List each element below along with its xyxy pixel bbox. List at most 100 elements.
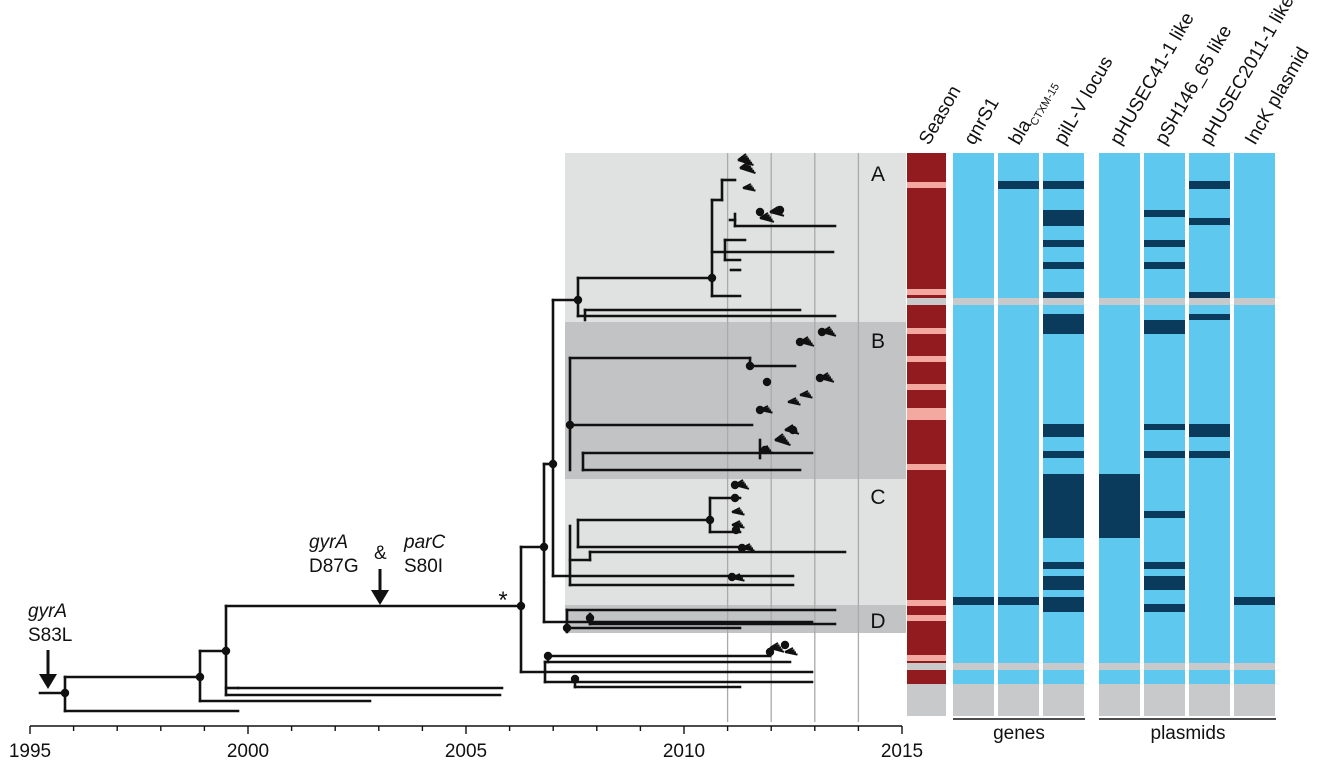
- tip-fan-16-3: [731, 524, 745, 529]
- psh146-present-4: [1144, 424, 1185, 430]
- season-light-5: [907, 408, 946, 414]
- tree-node-3: [516, 601, 526, 611]
- phusec2011-column: [1189, 153, 1230, 684]
- tip-fan-2-3: [742, 187, 756, 192]
- gyrA-s83l-mutation: S83L: [28, 625, 72, 646]
- tree-node-21: [817, 327, 827, 337]
- tip-fan-8-3: [799, 394, 813, 399]
- tip-fan-12-5: [774, 439, 791, 446]
- tree-node-12: [543, 651, 553, 661]
- season-light-2: [907, 328, 946, 334]
- tree-node-10: [585, 613, 595, 623]
- tip-fan-15-3: [731, 511, 745, 516]
- tree-node-27: [731, 525, 741, 535]
- pill-v-present-10: [1043, 576, 1084, 590]
- tick-label-1995: 1995: [9, 741, 51, 762]
- band-1-qnrs1: [953, 663, 994, 670]
- phusec41-missing: [1099, 684, 1140, 716]
- pill-v-present-2: [1043, 240, 1084, 247]
- qnrs1-missing: [953, 684, 994, 716]
- tree-node-17: [755, 405, 765, 415]
- season-light-9: [907, 615, 946, 621]
- bla-header-sub: CTXM-15: [1028, 81, 1062, 128]
- phusec41-column: [1099, 153, 1140, 684]
- psh146-present-6: [1144, 511, 1185, 518]
- season-light-10: [907, 655, 946, 661]
- tip-fan-3-4: [769, 211, 785, 217]
- gyrA-s83l-arrow-head: [39, 674, 57, 689]
- band-1-inck: [1234, 663, 1275, 670]
- pill-v-present-5: [1043, 314, 1084, 334]
- band-1-phusec2011: [1189, 663, 1230, 670]
- tip-fan-4-4: [759, 217, 775, 223]
- inck-missing: [1234, 684, 1275, 716]
- tree-node-13: [705, 515, 715, 525]
- phusec2011-missing: [1189, 684, 1230, 716]
- plasmids-label: plasmids: [1151, 723, 1226, 744]
- gyrA-d87g-mutation: D87G: [309, 556, 359, 577]
- season-light-6: [907, 414, 946, 420]
- band-0-phusec2011: [1189, 298, 1230, 305]
- season-missing: [907, 684, 946, 716]
- band-0-phusec41: [1099, 298, 1140, 305]
- tree-node-19: [745, 361, 755, 371]
- tip-fan-10-3: [787, 401, 801, 406]
- pill-v-present-3: [1043, 262, 1084, 269]
- phusec41-present-0: [1099, 474, 1140, 538]
- tick-label-2010: 2010: [663, 741, 705, 762]
- phusec2011-present-3: [1189, 314, 1230, 320]
- phusec2011-present-0: [1189, 181, 1230, 189]
- parC-s80i-gene: parC: [403, 532, 445, 553]
- bla-ctxm15-column: [998, 153, 1039, 684]
- gyrA-s83l-gene: gyrA: [28, 601, 67, 622]
- band-0-season: [907, 298, 946, 305]
- ampersand: &: [374, 543, 387, 564]
- tip-fan-20-3: [784, 651, 798, 656]
- band-1-pill-v: [1043, 663, 1084, 670]
- pill-v-present-4: [1043, 292, 1084, 299]
- pill-v-present-8: [1043, 474, 1084, 538]
- qnrs1-header: qnrS1: [960, 94, 1004, 148]
- tree-node-26: [730, 493, 740, 503]
- qnrs1-column: [953, 153, 994, 684]
- tick-label-2015: 2015: [881, 741, 923, 762]
- pill-v-present-1: [1043, 210, 1084, 226]
- clade-label-c: C: [870, 486, 885, 509]
- tree-node-8: [565, 420, 575, 430]
- clade-b-background: [565, 322, 906, 479]
- tree-node-25: [730, 480, 740, 490]
- tree-node-23: [760, 445, 770, 455]
- band-0-inck: [1234, 298, 1275, 305]
- tree-node-22: [815, 373, 825, 383]
- clade-label-d: D: [870, 610, 885, 633]
- psh146-missing: [1144, 684, 1185, 716]
- pill-v-present-7: [1043, 451, 1084, 458]
- tree-node-11: [570, 674, 580, 684]
- psh146-present-7: [1144, 562, 1185, 569]
- psh146-present-3: [1144, 320, 1185, 334]
- clade-label-b: B: [871, 330, 885, 353]
- pill-v-present-0: [1043, 181, 1084, 189]
- parC-s80i-mutation: S80I: [404, 556, 443, 577]
- inck-column: [1234, 153, 1275, 684]
- mutation-arrow-head: [371, 590, 389, 605]
- tree-node-14: [727, 572, 737, 582]
- band-1-bla-ctxm15: [998, 663, 1039, 670]
- genes-label: genes: [993, 723, 1045, 744]
- season-light-4: [907, 384, 946, 390]
- qnrs1-present-0: [953, 597, 994, 605]
- tree-node-0: [60, 688, 70, 698]
- bla-ctxm15-missing: [998, 684, 1039, 716]
- band-0-qnrs1: [953, 298, 994, 305]
- band-0-bla-ctxm15: [998, 298, 1039, 305]
- psh146-present-2: [1144, 262, 1185, 269]
- tree-node-18: [762, 377, 772, 387]
- pill-v-present-9: [1043, 562, 1084, 569]
- psh146-present-0: [1144, 210, 1185, 217]
- pill-v-present-11: [1043, 597, 1084, 612]
- pill-v-present-6: [1043, 424, 1084, 437]
- gyrA-d87g-gene: gyrA: [309, 532, 348, 553]
- phylogenetic-tree: [38, 153, 847, 713]
- bla-ctxm15-present-1: [998, 597, 1039, 605]
- inck-present-0: [1234, 597, 1275, 605]
